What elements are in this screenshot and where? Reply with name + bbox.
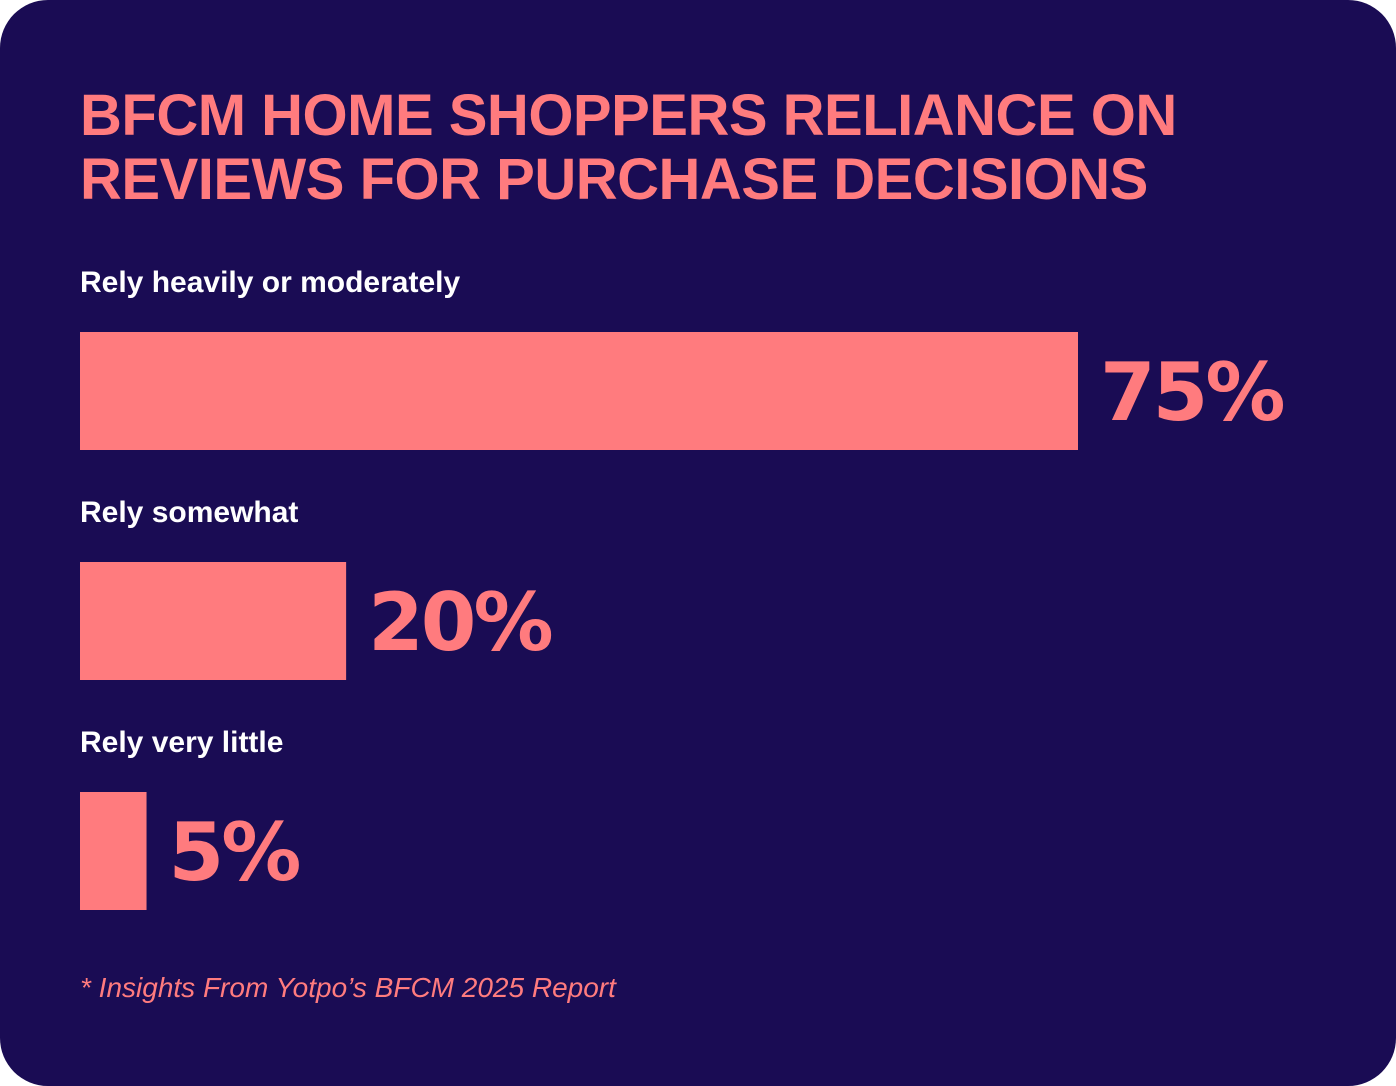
chart-title-line-2: REVIEWS FOR PURCHASE DECISIONS bbox=[80, 147, 1148, 212]
category-label-rely-very-little: Rely very little bbox=[80, 726, 283, 759]
category-label-rely-somewhat: Rely somewhat bbox=[80, 496, 298, 529]
category-label-rely-heavily-or-moderately: Rely heavily or moderately bbox=[80, 266, 460, 299]
chart-title-line-1: BFCM HOME SHOPPERS RELIANCE ON bbox=[80, 83, 1177, 148]
bar-rely-heavily-or-moderately bbox=[80, 332, 1078, 450]
value-label-rely-very-little: 5% bbox=[169, 806, 300, 899]
bar-rely-somewhat bbox=[80, 562, 347, 680]
source-footnote: * Insights From Yotpo’s BFCM 2025 Report bbox=[80, 972, 616, 1003]
bar-rely-very-little bbox=[80, 792, 147, 910]
value-label-rely-somewhat: 20% bbox=[368, 576, 551, 669]
chart-title: BFCM HOME SHOPPERS RELIANCE ON REVIEWS F… bbox=[80, 84, 1330, 212]
value-label-rely-heavily-or-moderately: 75% bbox=[1100, 346, 1283, 439]
